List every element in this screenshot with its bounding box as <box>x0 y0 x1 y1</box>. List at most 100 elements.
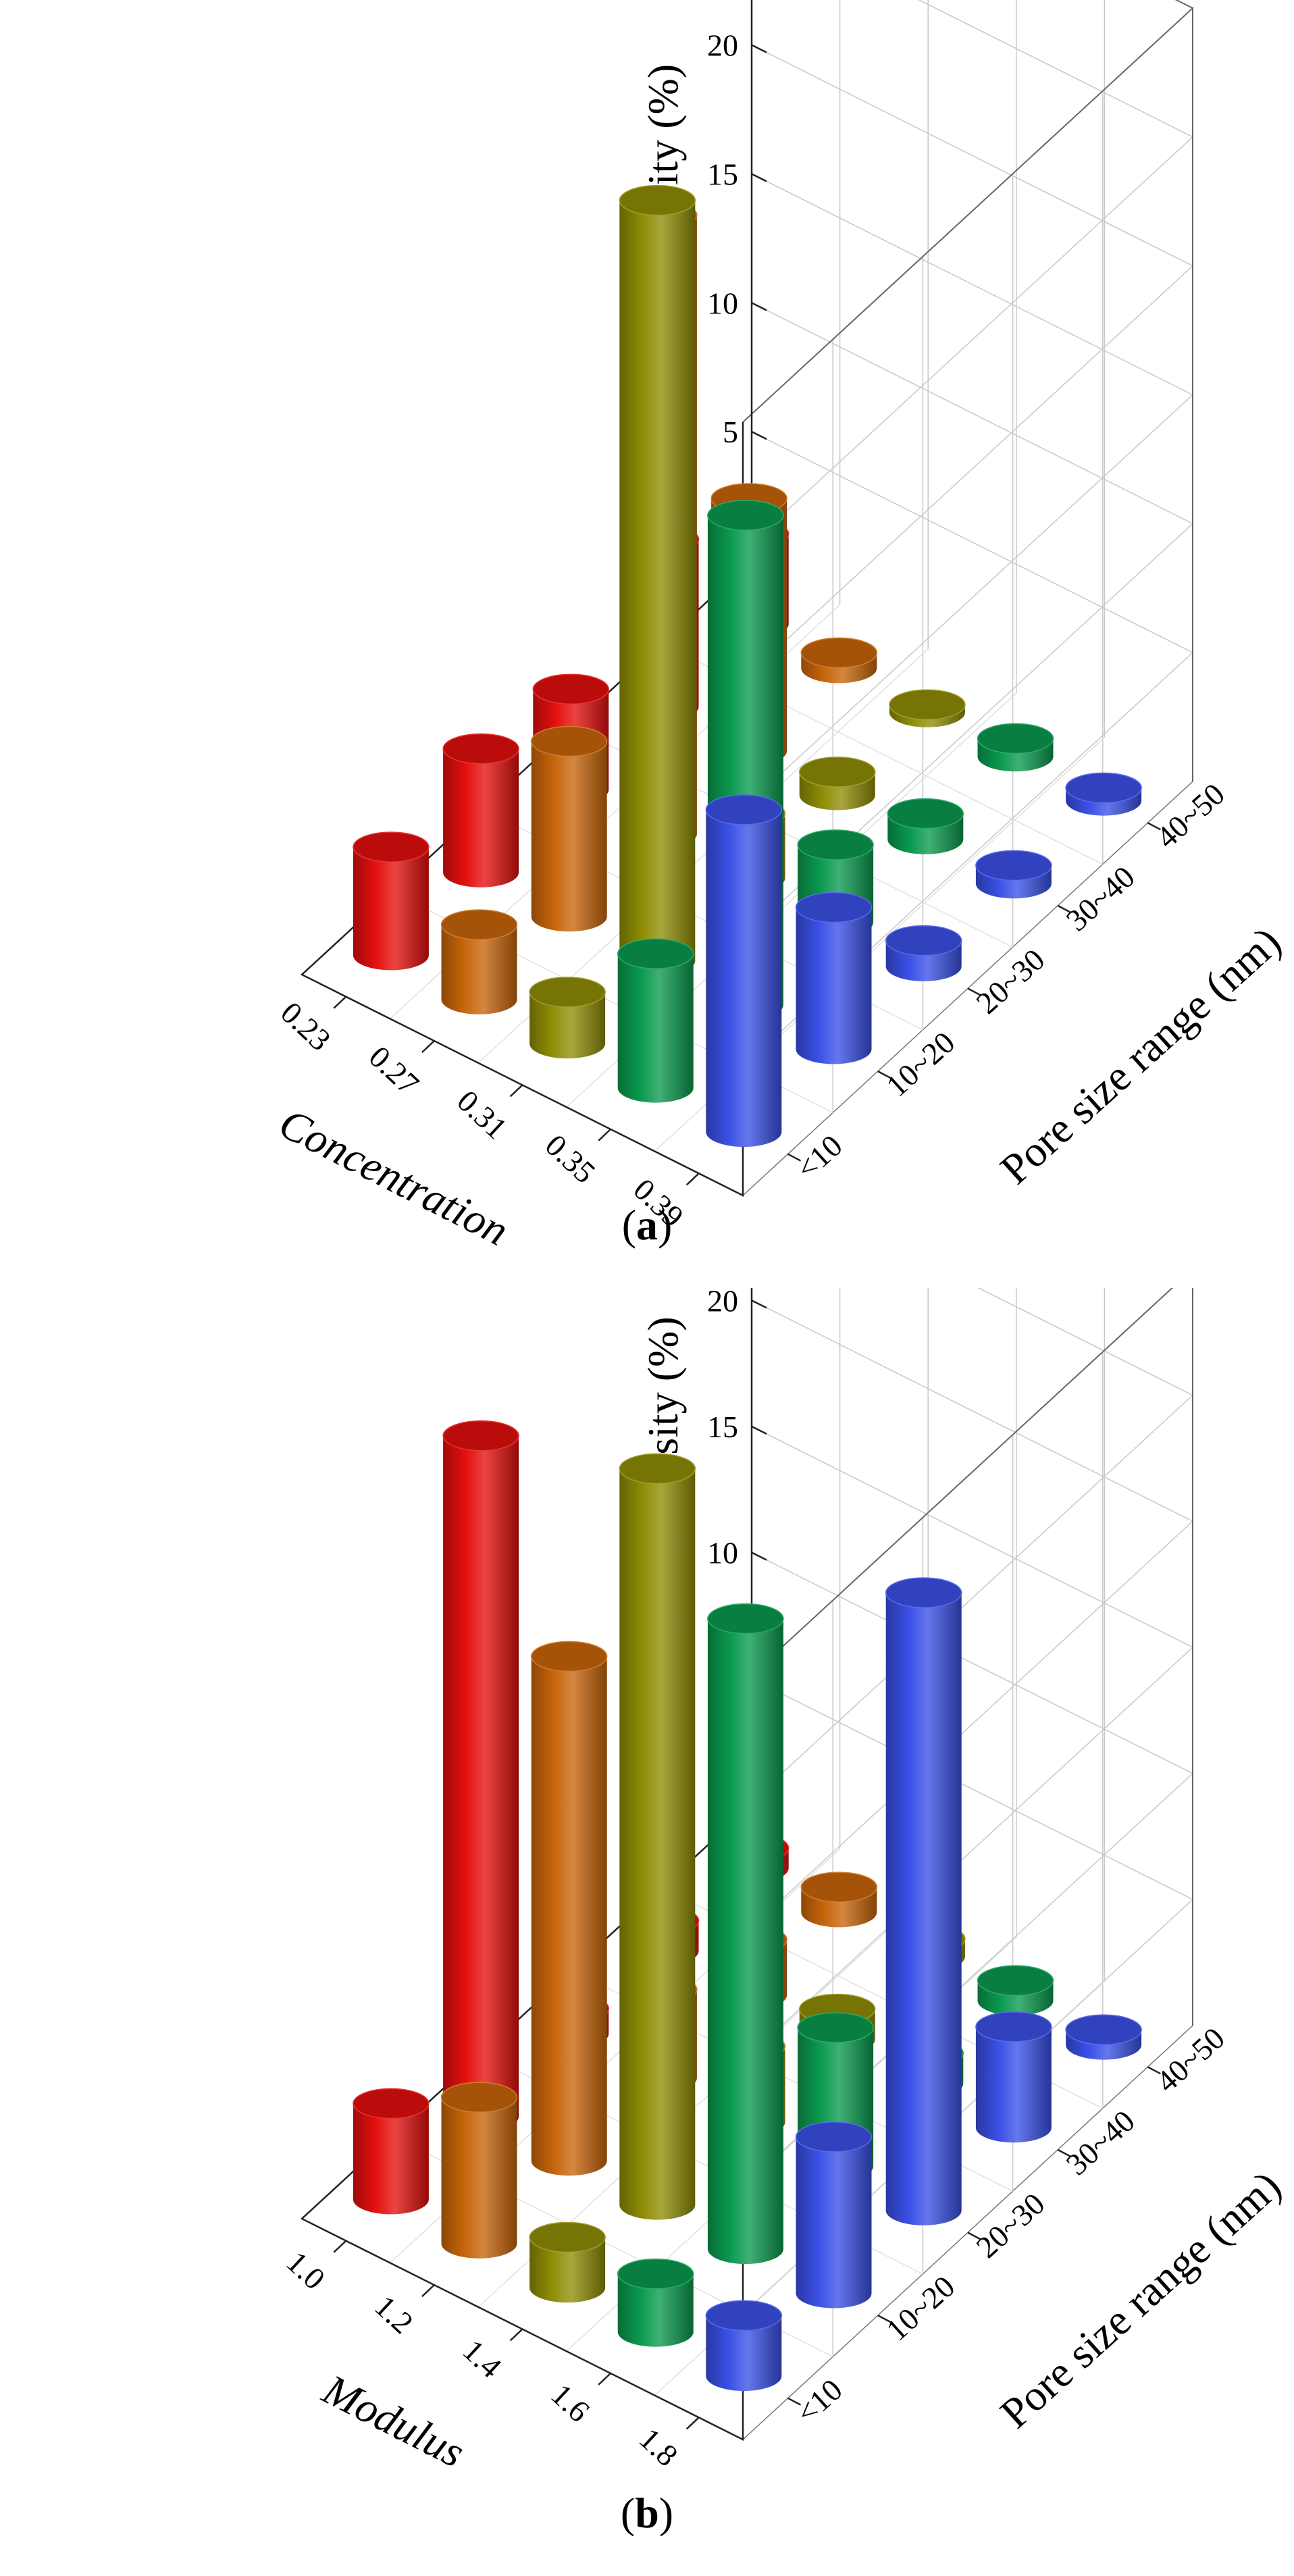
x-tick <box>421 1040 435 1054</box>
bar-0.35-40~50 <box>977 723 1054 772</box>
bar-0.39-40~50 <box>1065 772 1142 816</box>
z-tick-label: 5 <box>723 415 738 449</box>
bar-cap <box>800 637 878 669</box>
bar-0.31-<10 <box>529 977 606 1059</box>
z-tick-label: 15 <box>707 157 738 192</box>
panel-caption: (b) <box>621 2489 673 2537</box>
bar-1.0-<10 <box>353 2088 430 2215</box>
bar-cap <box>977 723 1054 754</box>
x-tick <box>333 2240 347 2253</box>
z-tick-label: 20 <box>707 1288 738 1318</box>
bar-1.6-<10 <box>617 2258 694 2347</box>
bar-cap <box>529 977 606 1008</box>
bar-cap <box>705 2300 783 2332</box>
back-walls <box>390 0 1194 1197</box>
y-tick <box>967 987 981 996</box>
bar-cap <box>619 184 696 216</box>
bar-cap <box>617 2258 694 2290</box>
bar-cap <box>532 673 610 705</box>
bar-body <box>619 200 696 976</box>
bar-1.4-<10 <box>529 2221 606 2303</box>
z-tick <box>751 1299 767 1309</box>
x-tick-label: 1.4 <box>457 2333 509 2385</box>
bar-cap <box>440 909 518 940</box>
bar-cap <box>795 892 873 923</box>
bar-0.31-30~40 <box>798 756 876 810</box>
bar-body <box>441 925 517 1014</box>
x-tick-label: 0.23 <box>274 995 338 1057</box>
y-tick <box>877 1070 891 1079</box>
bar-cap <box>529 2221 606 2253</box>
bar-0.27-10~20 <box>530 725 608 932</box>
x-tick <box>421 2284 435 2298</box>
bar-1.6-10~20 <box>707 1603 784 2264</box>
bar-cap <box>440 2082 518 2113</box>
bar-body <box>443 1435 519 2132</box>
bar-body <box>707 1618 783 2264</box>
bar-cap <box>977 1965 1054 1997</box>
bar-body <box>529 991 606 1059</box>
bar-0.39-30~40 <box>975 850 1052 899</box>
bar-body <box>796 907 872 1064</box>
x-tick <box>333 996 347 1009</box>
bar-cap <box>887 798 964 829</box>
z-tick <box>751 173 767 182</box>
bar-0.35-30~40 <box>887 798 964 854</box>
bar-cap <box>707 500 784 531</box>
x-tick-label: 1.2 <box>368 2289 420 2341</box>
x-tick-label: 1.0 <box>280 2244 332 2296</box>
figure-a: 0510152025300.230.270.310.350.39<1010~20… <box>271 0 1290 1255</box>
z-tick-label: 15 <box>707 1410 738 1444</box>
bar-cap <box>442 1420 519 1451</box>
bar-cap <box>975 850 1052 881</box>
bar-1.2-40~50 <box>800 1872 878 1928</box>
y-tick <box>1147 822 1161 831</box>
bar-cap <box>885 1577 962 1608</box>
bar-body <box>619 1468 696 2220</box>
x-tick-label: 0.31 <box>450 1083 514 1145</box>
bar-0.27-40~50 <box>800 637 878 684</box>
bar-0.39-20~30 <box>885 925 962 981</box>
x-tick <box>598 1128 611 1141</box>
bar-0.23-10~20 <box>442 733 519 887</box>
bar-cap <box>800 1872 878 1903</box>
figure-b: 0510152025301.01.21.41.61.8<1010~2020~30… <box>0 1288 1294 2576</box>
bar-1.2-<10 <box>440 2082 518 2259</box>
y-tick <box>967 2232 981 2240</box>
bar-body <box>529 2237 606 2303</box>
bar-cap <box>619 1453 696 1485</box>
bar-0.39-<10 <box>705 794 783 1148</box>
chart-a: 0510152025300.230.270.310.350.39<1010~20… <box>271 0 1290 1255</box>
bar-cap <box>705 794 783 825</box>
bar-cap <box>707 1603 784 1634</box>
bar-body <box>441 2097 517 2259</box>
bar-cap <box>797 829 874 860</box>
y-tick <box>787 1153 802 1162</box>
bar-1.8-30~40 <box>975 2011 1052 2143</box>
bar-cap <box>442 733 519 765</box>
x-tick-label: 1.8 <box>633 2421 685 2473</box>
bar-0.39-10~20 <box>795 892 873 1064</box>
bar-cap <box>1065 2014 1142 2045</box>
x-tick-label: 1.6 <box>544 2377 596 2429</box>
x-tick <box>509 1084 523 1098</box>
panel-caption: (a) <box>622 1201 673 1249</box>
bar-1.8-40~50 <box>1065 2014 1142 2060</box>
y-tick <box>1057 904 1071 914</box>
bar-1.2-10~20 <box>530 1641 608 2176</box>
x-tick-label: 0.35 <box>539 1127 602 1189</box>
bar-body <box>617 954 694 1103</box>
x-tick-label: 0.27 <box>363 1039 426 1102</box>
bar-cap <box>795 2121 873 2153</box>
bar-0.31-10~20 <box>619 184 696 976</box>
bar-cap <box>798 756 876 788</box>
bar-cap <box>975 2011 1052 2042</box>
top-edges <box>742 1288 1174 1684</box>
x-tick <box>509 2328 523 2342</box>
bars <box>353 1420 1142 2391</box>
bar-body <box>531 1656 607 2176</box>
bar-0.35-<10 <box>617 938 694 1103</box>
bar-body <box>531 741 607 932</box>
bar-body <box>353 847 429 971</box>
bar-body <box>706 2315 782 2391</box>
